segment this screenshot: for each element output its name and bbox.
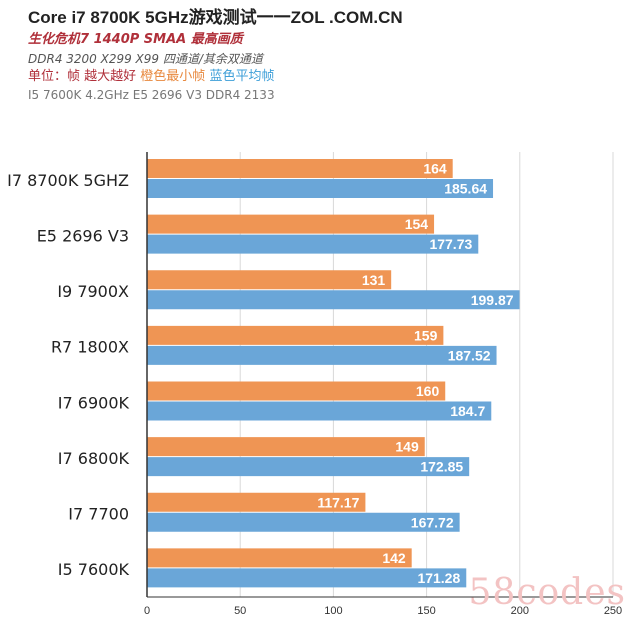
test-config-note: I5 7600K 4.2GHz E5 2696 V3 DDR4 2133 <box>28 88 275 102</box>
min-frame-bar <box>147 492 366 512</box>
avg-frame-bar <box>147 179 494 198</box>
min-frame-bar <box>147 381 446 401</box>
avg-frame-label: 167.72 <box>411 514 454 530</box>
chart-header: Core i7 8700K 5GHz游戏测试一一ZOL .COM.CN 生化危机… <box>28 6 628 104</box>
legend-avg-frame: 蓝色平均帧 <box>209 69 275 84</box>
avg-frame-bar <box>147 345 497 365</box>
min-frame-bar <box>147 325 444 345</box>
min-frame-bar <box>147 270 392 290</box>
min-frame-label: 117.17 <box>317 494 359 510</box>
min-frame-bar <box>147 214 435 234</box>
category-label: I9 7900X <box>57 282 129 301</box>
min-frame-bar <box>147 548 412 568</box>
unit-label: 单位：帧 越大越好 <box>28 69 137 84</box>
min-frame-label: 142 <box>382 550 406 566</box>
avg-frame-label: 177.73 <box>429 236 472 252</box>
avg-frame-label: 185.64 <box>444 181 487 197</box>
min-frame-bar <box>147 159 453 178</box>
avg-frame-bar <box>147 401 492 421</box>
chart-title: Core i7 8700K 5GHz游戏测试一一ZOL .COM.CN <box>28 8 403 27</box>
min-frame-label: 149 <box>395 439 419 455</box>
min-frame-label: 160 <box>416 383 440 399</box>
min-frame-label: 159 <box>414 327 438 343</box>
avg-frame-bar <box>147 290 520 310</box>
min-frame-label: 164 <box>423 161 447 177</box>
min-frame-label: 131 <box>362 272 386 288</box>
unit-legend-line: 单位：帧 越大越好 橙色最小帧 蓝色平均帧 <box>28 68 628 86</box>
category-label: R7 1800X <box>51 338 129 357</box>
category-label: I5 7600K <box>58 560 130 579</box>
x-tick-label: 50 <box>234 605 246 617</box>
watermark: 58codes <box>468 572 626 613</box>
avg-frame-label: 187.52 <box>448 347 491 363</box>
category-label: I7 6900K <box>58 393 130 412</box>
avg-frame-label: 184.7 <box>450 403 485 419</box>
category-label: E5 2696 V3 <box>37 226 129 245</box>
min-frame-bar <box>147 437 425 457</box>
category-label: I7 6800K <box>58 449 130 468</box>
category-label: I7 8700K 5GHZ <box>7 171 129 190</box>
min-frame-label: 154 <box>405 216 429 232</box>
x-tick-label: 200 <box>511 605 529 617</box>
avg-frame-bar <box>147 234 479 254</box>
x-tick-label: 100 <box>324 605 342 617</box>
spec-line: DDR4 3200 X299 X99 四通道/其余双通道 <box>28 52 263 66</box>
legend-min-frame: 橙色最小帧 <box>140 69 206 84</box>
avg-frame-label: 171.28 <box>417 570 460 586</box>
category-label: I7 7700 <box>68 505 129 524</box>
x-tick-label: 250 <box>604 605 622 617</box>
x-tick-label: 150 <box>417 605 435 617</box>
avg-frame-bar <box>147 568 467 588</box>
avg-frame-label: 199.87 <box>471 292 514 308</box>
chart-subtitle: 生化危机7 1440P SMAA 最高画质 <box>28 32 243 47</box>
avg-frame-bar <box>147 512 460 532</box>
avg-frame-bar <box>147 457 470 477</box>
avg-frame-label: 172.85 <box>420 459 463 475</box>
x-tick-label: 0 <box>144 605 150 617</box>
